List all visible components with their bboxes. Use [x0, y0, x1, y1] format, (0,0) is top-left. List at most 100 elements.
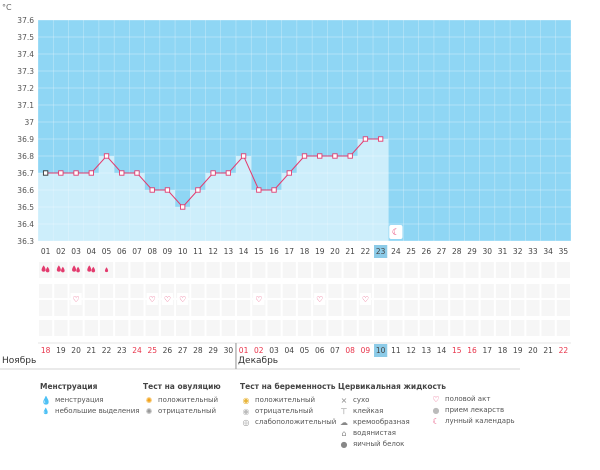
- cycle-day-label: 26: [422, 247, 432, 256]
- symptom-cell: [176, 262, 190, 278]
- cycle-day-label: 15: [254, 247, 264, 256]
- symptom-cell: [54, 300, 68, 316]
- symptom-cell: [236, 320, 251, 336]
- cycle-day-label: 10: [178, 247, 188, 256]
- symptom-cell: [297, 300, 312, 316]
- symptom-cell: [145, 262, 159, 278]
- symptom-cell: [465, 320, 479, 336]
- cycle-day-label: 08: [147, 247, 157, 256]
- symptom-cell: [343, 320, 357, 336]
- symptom-cell: [297, 262, 312, 278]
- symptom-cell: [39, 284, 53, 298]
- symptom-cell: [267, 284, 281, 298]
- symptom-cell: [419, 284, 433, 298]
- calendar-date-label: 12: [406, 346, 416, 355]
- symptom-cell: [191, 262, 205, 278]
- symptom-cell: [419, 300, 433, 316]
- symptom-cell: [526, 320, 540, 336]
- lunar-cell: [389, 225, 403, 239]
- temperature-fill-column: [235, 156, 252, 241]
- symptom-cell: [282, 320, 296, 336]
- cycle-day-label: 05: [102, 247, 112, 256]
- temperature-fill-column: [159, 190, 176, 241]
- legend-pregnancy-weak: слабоположительный: [255, 418, 337, 426]
- moon-icon: ☾: [432, 417, 440, 426]
- symptom-cell: [526, 262, 540, 278]
- symptom-cell: [434, 262, 449, 278]
- cycle-day-label: 16: [269, 247, 279, 256]
- symptom-cell: [115, 284, 129, 298]
- y-tick-label: 37.6: [17, 16, 34, 25]
- symptom-cell: [556, 300, 570, 316]
- heart-cell: [146, 293, 158, 305]
- symptom-cell: [404, 284, 418, 298]
- drop-icon: [76, 266, 80, 273]
- temperature-point: [134, 170, 140, 176]
- legend-menstruation-title: Менструация: [40, 382, 98, 391]
- heart-icon: ♡: [179, 295, 186, 304]
- calendar-date-label: 11: [391, 346, 401, 355]
- symptom-cell: [480, 262, 494, 278]
- legend-cervical-eggwhite: яичный белок: [353, 440, 405, 448]
- bbt-chart: °C 36.3 36.4 36.5 36.6 36.7 36.8 36.9 37 37.1 37.…: [0, 3, 572, 370]
- symptom-cell: [526, 300, 540, 316]
- cycle-day-label: 14: [239, 247, 249, 256]
- calendar-date-label: 02: [254, 346, 264, 355]
- drop-icon: [87, 265, 92, 272]
- moon-icon: ☾: [392, 228, 400, 238]
- drop-icon: [72, 265, 77, 272]
- symptom-cell: [267, 320, 281, 336]
- cycle-day-label: 04: [87, 247, 97, 256]
- symptom-cell: [556, 262, 570, 278]
- symptom-cell: [160, 320, 175, 336]
- symptom-cell: [130, 284, 144, 298]
- symptom-cell: [84, 300, 98, 316]
- cycle-day-label: 30: [482, 247, 492, 256]
- calendar-date-label: 22: [102, 346, 112, 355]
- calendar-date-label: 04: [284, 346, 294, 355]
- cycle-day-label: 11: [193, 247, 203, 256]
- symptom-cell: [450, 284, 464, 298]
- pregnancy-positive-icon: ◉: [242, 396, 250, 405]
- symptom-cell: [130, 320, 144, 336]
- symptom-cell: [495, 320, 510, 336]
- legend-menstruation: менструация: [55, 396, 104, 404]
- symptom-cell: [389, 284, 403, 298]
- symptom-cell: [450, 262, 464, 278]
- cycle-day-label: 34: [543, 247, 553, 256]
- calendar-date-label: 23: [117, 346, 127, 355]
- drop-icon: 💧: [41, 396, 51, 405]
- temperature-point: [103, 153, 110, 159]
- symptom-cell: [206, 284, 220, 298]
- symptom-cell: [358, 320, 373, 336]
- symptom-cell: [206, 320, 220, 336]
- symptom-cell: [282, 300, 296, 316]
- symptom-cell: [556, 320, 570, 336]
- symptom-cell: [511, 300, 525, 316]
- symptom-cell: [130, 262, 144, 278]
- calendar-date-label: 28: [193, 346, 203, 355]
- cycle-day-label: 06: [117, 247, 127, 256]
- symptom-cell: [252, 262, 266, 278]
- legend-cervical-dry: сухо: [353, 396, 370, 404]
- symptom-cell: [434, 284, 449, 298]
- drop-icon: [41, 265, 46, 272]
- symptom-cell: [282, 262, 296, 278]
- symptom-cell: [419, 320, 433, 336]
- heart-icon: ♡: [362, 295, 369, 304]
- symptom-cell: [84, 320, 98, 336]
- calendar-date-label: 08: [345, 346, 355, 355]
- drop-icon: [91, 266, 96, 273]
- drop-icon: [61, 266, 65, 273]
- symptom-cell: [69, 320, 83, 336]
- symptom-cell: [99, 300, 114, 316]
- heart-icon: ♡: [149, 295, 156, 304]
- heart-icon: ♡: [432, 395, 440, 404]
- symptom-cell: [374, 262, 388, 278]
- symptom-cell: [374, 300, 388, 316]
- symptom-cell: [313, 262, 327, 278]
- symptom-cell: [450, 300, 464, 316]
- symptom-cell: [404, 300, 418, 316]
- cycle-day-label: 17: [284, 247, 294, 256]
- temperature-point: [256, 187, 262, 193]
